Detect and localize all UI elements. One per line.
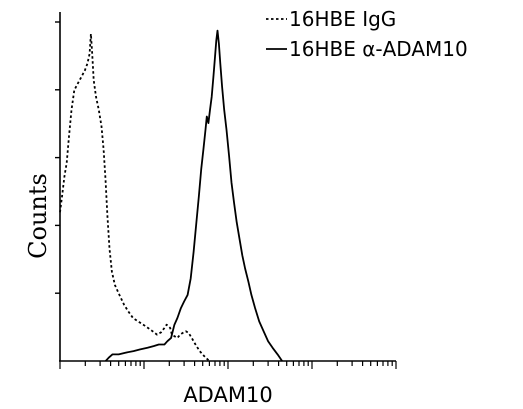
axes-layer — [55, 12, 397, 369]
y-axis-ticks — [55, 21, 60, 294]
legend-label-adam10: 16HBE α-ADAM10 — [289, 37, 468, 61]
series-line-igg — [59, 33, 211, 362]
x-axis-label: ADAM10 — [183, 383, 272, 407]
series-layer — [59, 29, 283, 362]
x-axis-ticks — [59, 361, 397, 369]
legend: 16HBE IgG 16HBE α-ADAM10 — [266, 7, 468, 61]
y-axis-label: Counts — [24, 173, 52, 259]
series-line-adam10 — [105, 29, 283, 362]
legend-label-igg: 16HBE IgG — [289, 7, 396, 31]
